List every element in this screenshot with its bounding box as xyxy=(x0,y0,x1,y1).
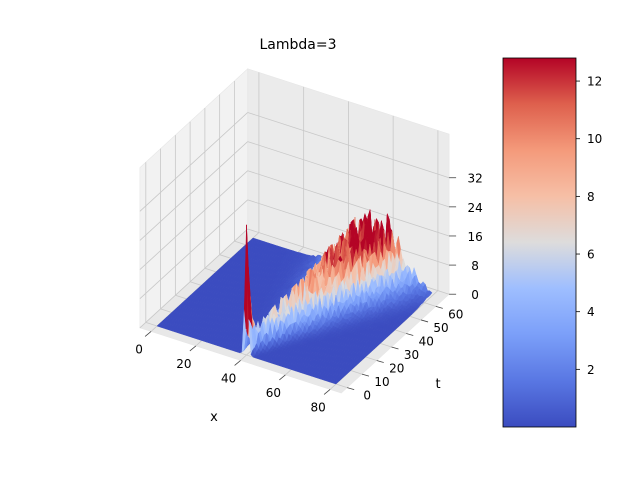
chart-title: Lambda=3 xyxy=(259,37,336,53)
t-tick-mark xyxy=(376,360,384,363)
t-tick-label: 50 xyxy=(433,321,448,335)
t-tick-label: 40 xyxy=(419,334,434,348)
surface-plot xyxy=(156,209,433,385)
t-tick-label: 30 xyxy=(404,348,419,362)
t-tick-label: 0 xyxy=(363,389,371,403)
grid-line-z-left xyxy=(139,170,248,270)
grid-line-z-back xyxy=(247,170,450,237)
colorbar-tick-label: 8 xyxy=(587,190,595,204)
t-tick-mark xyxy=(347,387,355,391)
colorbar-tick-label: 10 xyxy=(587,132,602,146)
t-tick-label: 60 xyxy=(448,307,463,321)
x-tick-label: 60 xyxy=(266,386,281,400)
t-axis-label: t xyxy=(435,377,440,392)
grid-line-z-left xyxy=(139,199,248,299)
grid-line-z-left xyxy=(139,228,248,329)
colorbar-tick-label: 2 xyxy=(587,363,595,377)
x-tick-label: 20 xyxy=(176,357,191,371)
colorbar-ticks: 2 4 6 8 10 12 xyxy=(576,75,602,377)
x-tick-mark xyxy=(323,389,331,395)
z-tick-label: 0 xyxy=(471,288,479,302)
grid-line-z-back xyxy=(247,141,450,208)
x-tick-mark xyxy=(189,345,197,352)
z-tick-label: 24 xyxy=(467,201,482,215)
x-tick-mark xyxy=(234,360,241,366)
colorbar-tick-label: 12 xyxy=(587,75,602,89)
colorbar-tick-label: 6 xyxy=(587,248,595,262)
t-tick-label: 20 xyxy=(389,362,404,376)
x-tick-mark xyxy=(144,331,152,337)
z-tick-label: 32 xyxy=(467,172,482,186)
surface-facet xyxy=(333,381,339,385)
grid-line-z-back xyxy=(247,112,450,179)
x-axis-label: x xyxy=(210,410,218,425)
t-tick-mark xyxy=(420,319,429,323)
t-tick-label: 10 xyxy=(374,375,389,389)
t-tick-mark xyxy=(435,306,443,309)
colorbar-tick-label: 4 xyxy=(587,305,595,319)
z-tick-label: 8 xyxy=(471,259,479,273)
colorbar xyxy=(502,57,577,428)
x-tick-label: 0 xyxy=(135,342,143,356)
t-tick-mark xyxy=(406,333,414,336)
t-tick-mark xyxy=(361,373,370,377)
grid-line-z-left xyxy=(139,141,248,241)
x-tick-mark xyxy=(279,374,286,381)
x-tick-label: 80 xyxy=(310,400,325,414)
t-tick-mark xyxy=(391,346,399,350)
z-tick-label: 16 xyxy=(467,230,482,244)
x-tick-label: 40 xyxy=(221,371,236,385)
grid-line-z-left xyxy=(139,112,248,212)
